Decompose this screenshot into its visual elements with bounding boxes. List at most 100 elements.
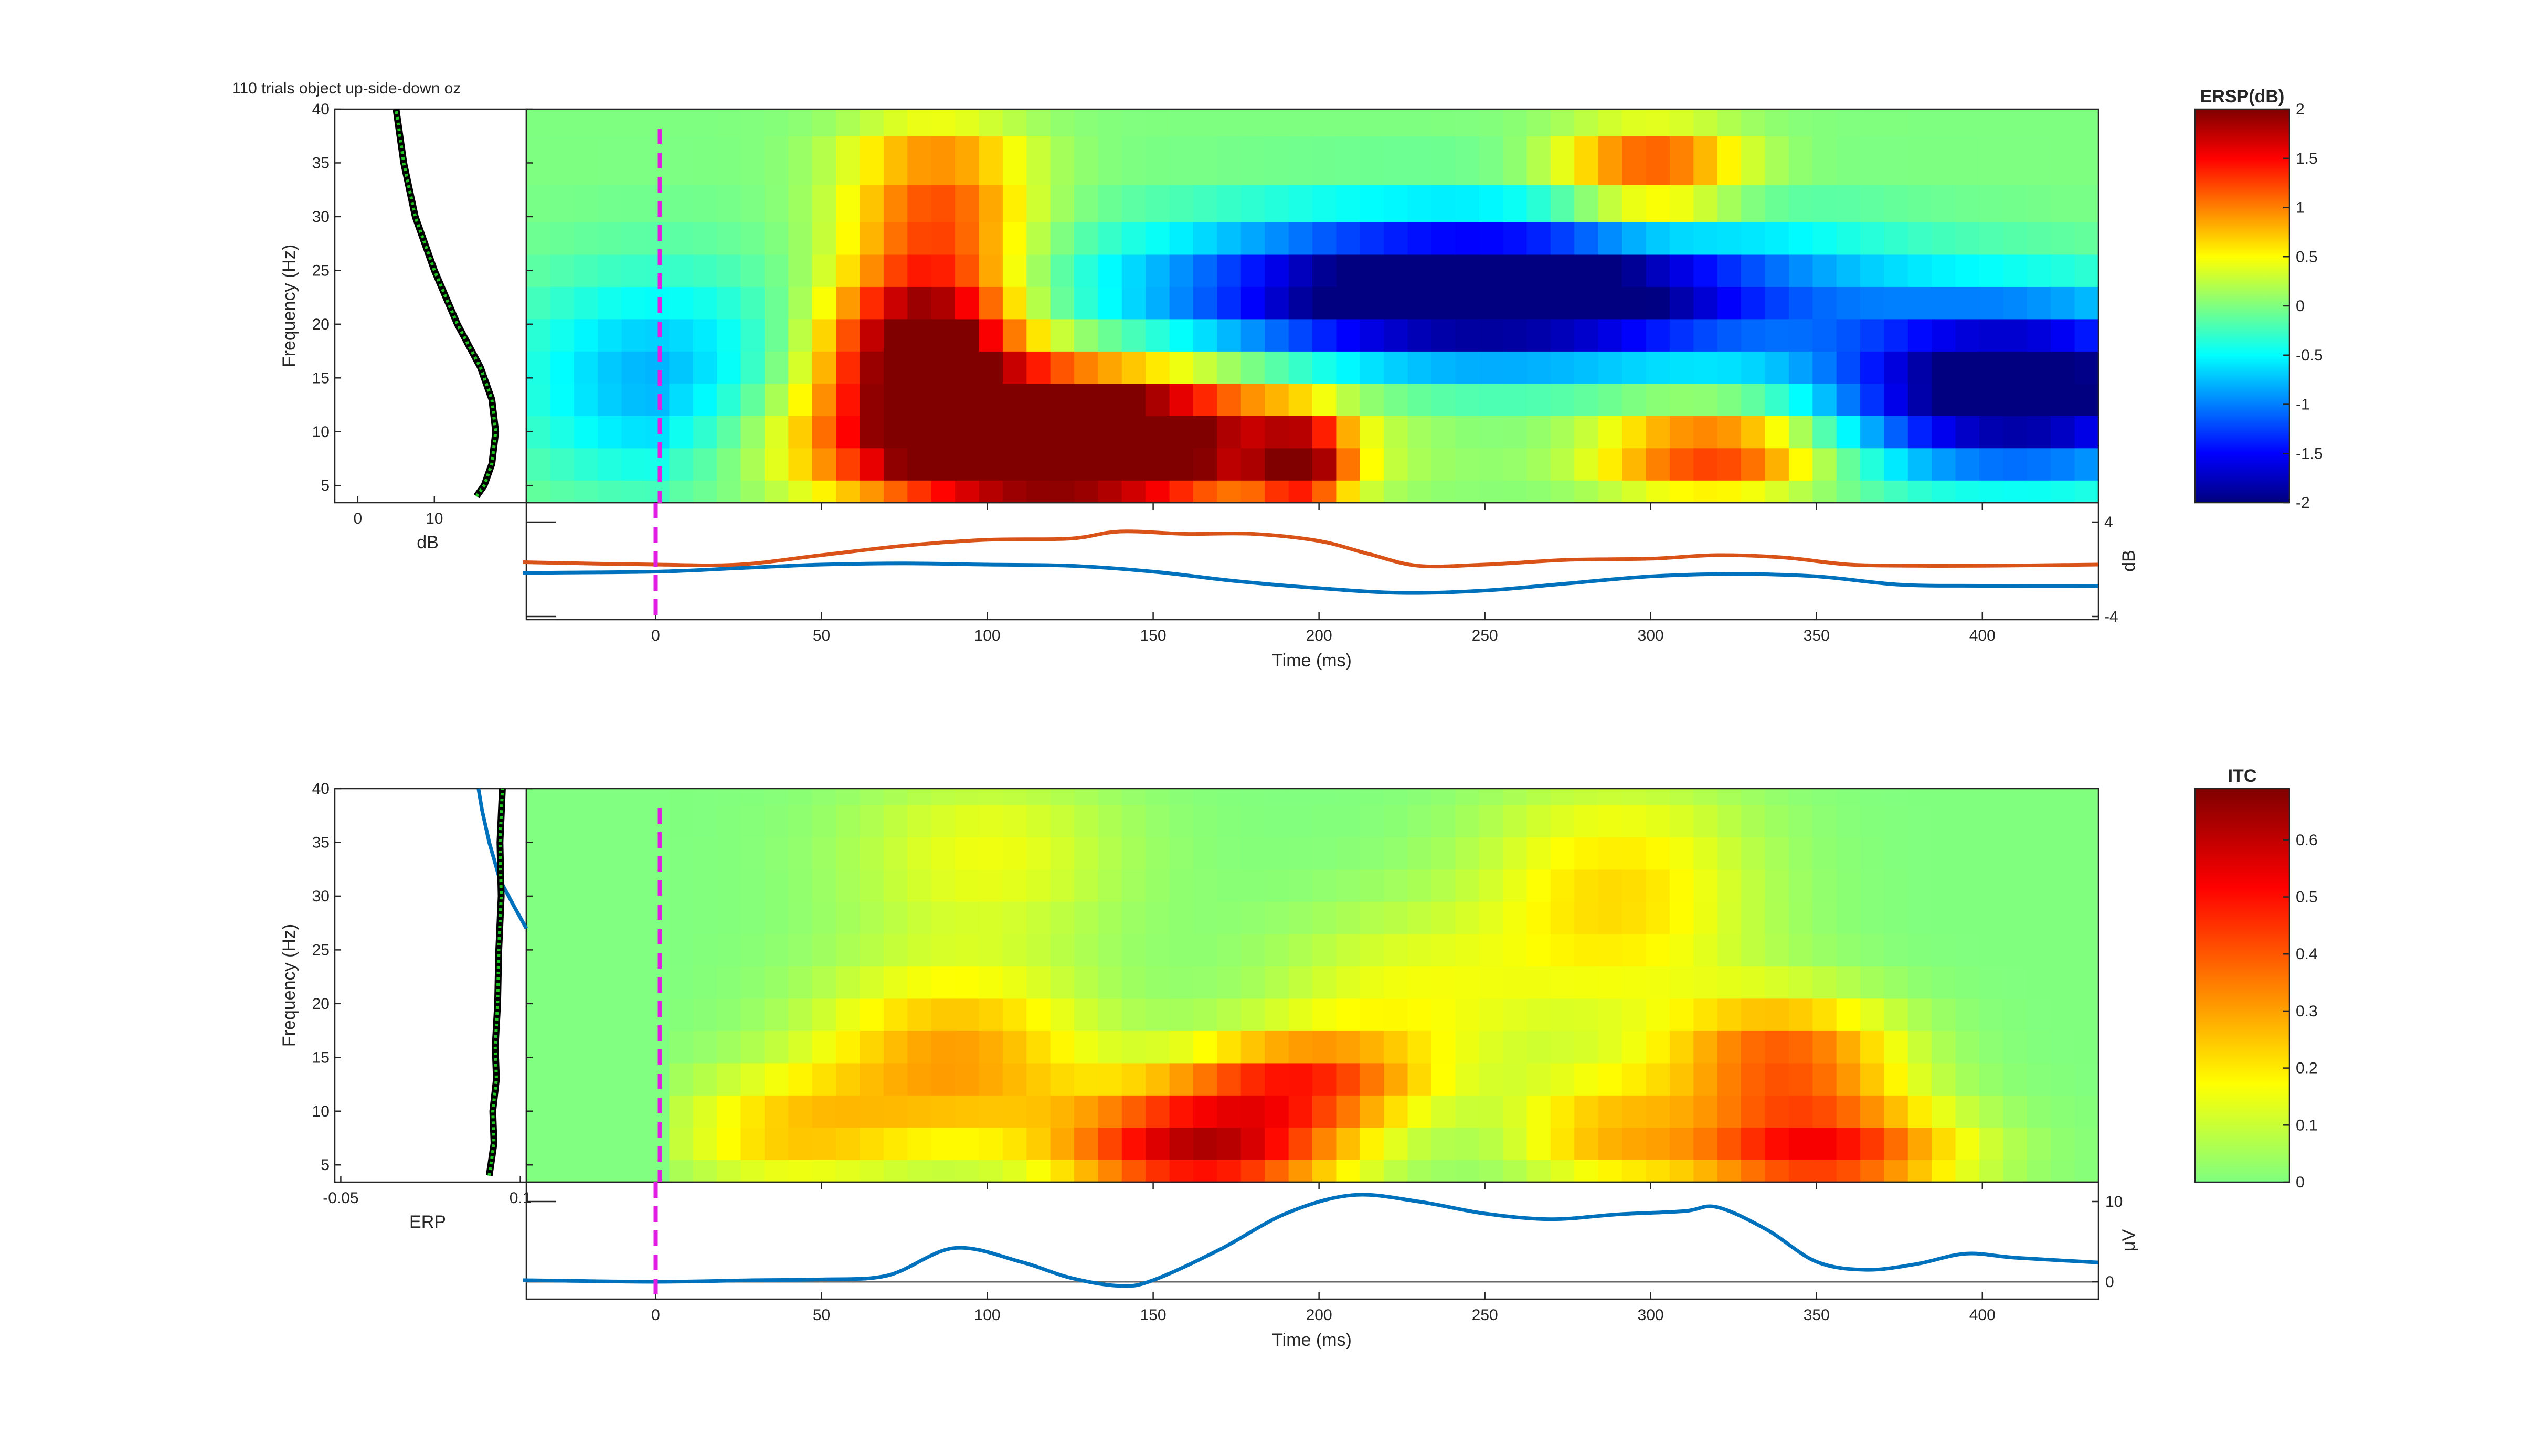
heatmap-cell — [621, 966, 646, 999]
heatmap-cell — [860, 318, 884, 352]
heatmap-cell — [812, 254, 836, 287]
heatmap-cell — [1312, 933, 1337, 966]
heatmap-cell — [1193, 789, 1218, 805]
heatmap-cell — [1598, 933, 1622, 966]
heatmap-cell — [645, 1062, 670, 1096]
heatmap-cell — [1598, 416, 1622, 449]
heatmap-cell — [788, 416, 813, 449]
heatmap-cell — [931, 1127, 956, 1160]
heatmap-cell — [2074, 1127, 2099, 1160]
heatmap-cell — [550, 869, 575, 902]
heatmap-cell — [1026, 837, 1051, 870]
heatmap-cell — [764, 933, 789, 966]
heatmap-cell — [1265, 933, 1289, 966]
heatmap-cell — [1146, 1160, 1170, 1183]
heatmap-cell — [1002, 416, 1027, 449]
heatmap-cell — [788, 789, 813, 805]
heatmap-cell — [1074, 136, 1099, 185]
heatmap-cell — [740, 416, 765, 449]
heatmap-cell — [1646, 1127, 1670, 1160]
heatmap-cell — [598, 286, 622, 320]
heatmap-cell — [1955, 869, 1980, 902]
heatmap-cell — [812, 901, 836, 934]
heatmap-cell — [955, 869, 980, 902]
itc-marginal-frame — [334, 788, 527, 1183]
heatmap-cell — [2003, 254, 2028, 287]
heatmap-cell — [1407, 998, 1432, 1031]
heatmap-cell — [717, 837, 741, 870]
heatmap-cell — [1360, 184, 1384, 222]
heatmap-cell — [1050, 184, 1075, 222]
heatmap-cell — [812, 998, 836, 1031]
heatmap-cell — [2074, 837, 2099, 870]
heatmap-cell — [1646, 1160, 1670, 1183]
ersp-trace-yaxis: 4-4 — [526, 514, 2118, 625]
heatmap-cell — [931, 933, 956, 966]
heatmap-cell — [1407, 901, 1432, 934]
heatmap-cell — [598, 383, 622, 416]
heatmap-cell — [1812, 1160, 1837, 1183]
heatmap-cell — [1646, 222, 1670, 255]
heatmap-cell — [621, 1062, 646, 1096]
heatmap-cell — [1217, 933, 1242, 966]
ersp-xlabel: Time (ms) — [1272, 651, 1352, 671]
heatmap-cell — [740, 351, 765, 384]
heatmap-cell — [1360, 383, 1384, 416]
heatmap-cell — [621, 933, 646, 966]
heatmap-cell — [1622, 448, 1647, 481]
heatmap-cell — [1240, 448, 1265, 481]
heatmap-cell — [1265, 998, 1289, 1031]
heatmap-cell — [1026, 1127, 1051, 1160]
heatmap-cell — [1765, 318, 1789, 352]
heatmap-cell — [1979, 1127, 2004, 1160]
xtick-label: 350 — [1804, 627, 1830, 644]
heatmap-cell — [526, 222, 551, 255]
heatmap-cell — [1002, 383, 1027, 416]
heatmap-cell — [1765, 109, 1789, 136]
heatmap-cell — [2003, 901, 2028, 934]
heatmap-cell — [1407, 1030, 1432, 1064]
colorbar-tick-label: -0.5 — [2296, 347, 2323, 364]
heatmap-cell — [1955, 416, 1980, 449]
heatmap-cell — [1121, 789, 1146, 805]
heatmap-cell — [1098, 1095, 1122, 1128]
heatmap-cell — [979, 869, 1003, 902]
heatmap-cell — [1265, 966, 1289, 999]
heatmap-cell — [1788, 966, 1814, 999]
heatmap-cell — [669, 416, 694, 449]
heatmap-cell — [1431, 254, 1456, 287]
heatmap-cell — [1479, 416, 1503, 449]
heatmap-cell — [1193, 998, 1218, 1031]
heatmap-cell — [788, 998, 813, 1031]
heatmap-cell — [1265, 1030, 1289, 1064]
heatmap-cell — [2003, 1062, 2028, 1096]
heatmap-cell — [1407, 109, 1432, 136]
heatmap-cell — [1907, 1127, 1932, 1160]
heatmap-cell — [2027, 383, 2051, 416]
heatmap-cell — [1217, 1160, 1242, 1183]
heatmap-cell — [1860, 804, 1885, 837]
heatmap-cell — [1955, 184, 1980, 222]
heatmap-cell — [1693, 1095, 1718, 1128]
heatmap-cell — [1002, 184, 1027, 222]
heatmap-cell — [1431, 286, 1456, 320]
heatmap-cell — [1884, 804, 1908, 837]
heatmap-cell — [1955, 136, 1980, 185]
heatmap-cell — [1550, 184, 1575, 222]
heatmap-cell — [598, 1062, 622, 1096]
heatmap-cell — [550, 966, 575, 999]
heatmap-cell — [550, 286, 575, 320]
heatmap-cell — [1788, 416, 1814, 449]
heatmap-cell — [1574, 933, 1599, 966]
heatmap-cell — [1574, 1030, 1599, 1064]
heatmap-cell — [2051, 480, 2075, 503]
heatmap-cell — [717, 789, 741, 805]
heatmap-cell — [621, 318, 646, 352]
heatmap-cell — [1907, 804, 1932, 837]
heatmap-cell — [717, 1095, 741, 1128]
heatmap-cell — [1479, 901, 1503, 934]
heatmap-cell — [1622, 1062, 1647, 1096]
heatmap-cell — [979, 837, 1003, 870]
heatmap-cell — [1146, 286, 1170, 320]
heatmap-cell — [1193, 1095, 1218, 1128]
